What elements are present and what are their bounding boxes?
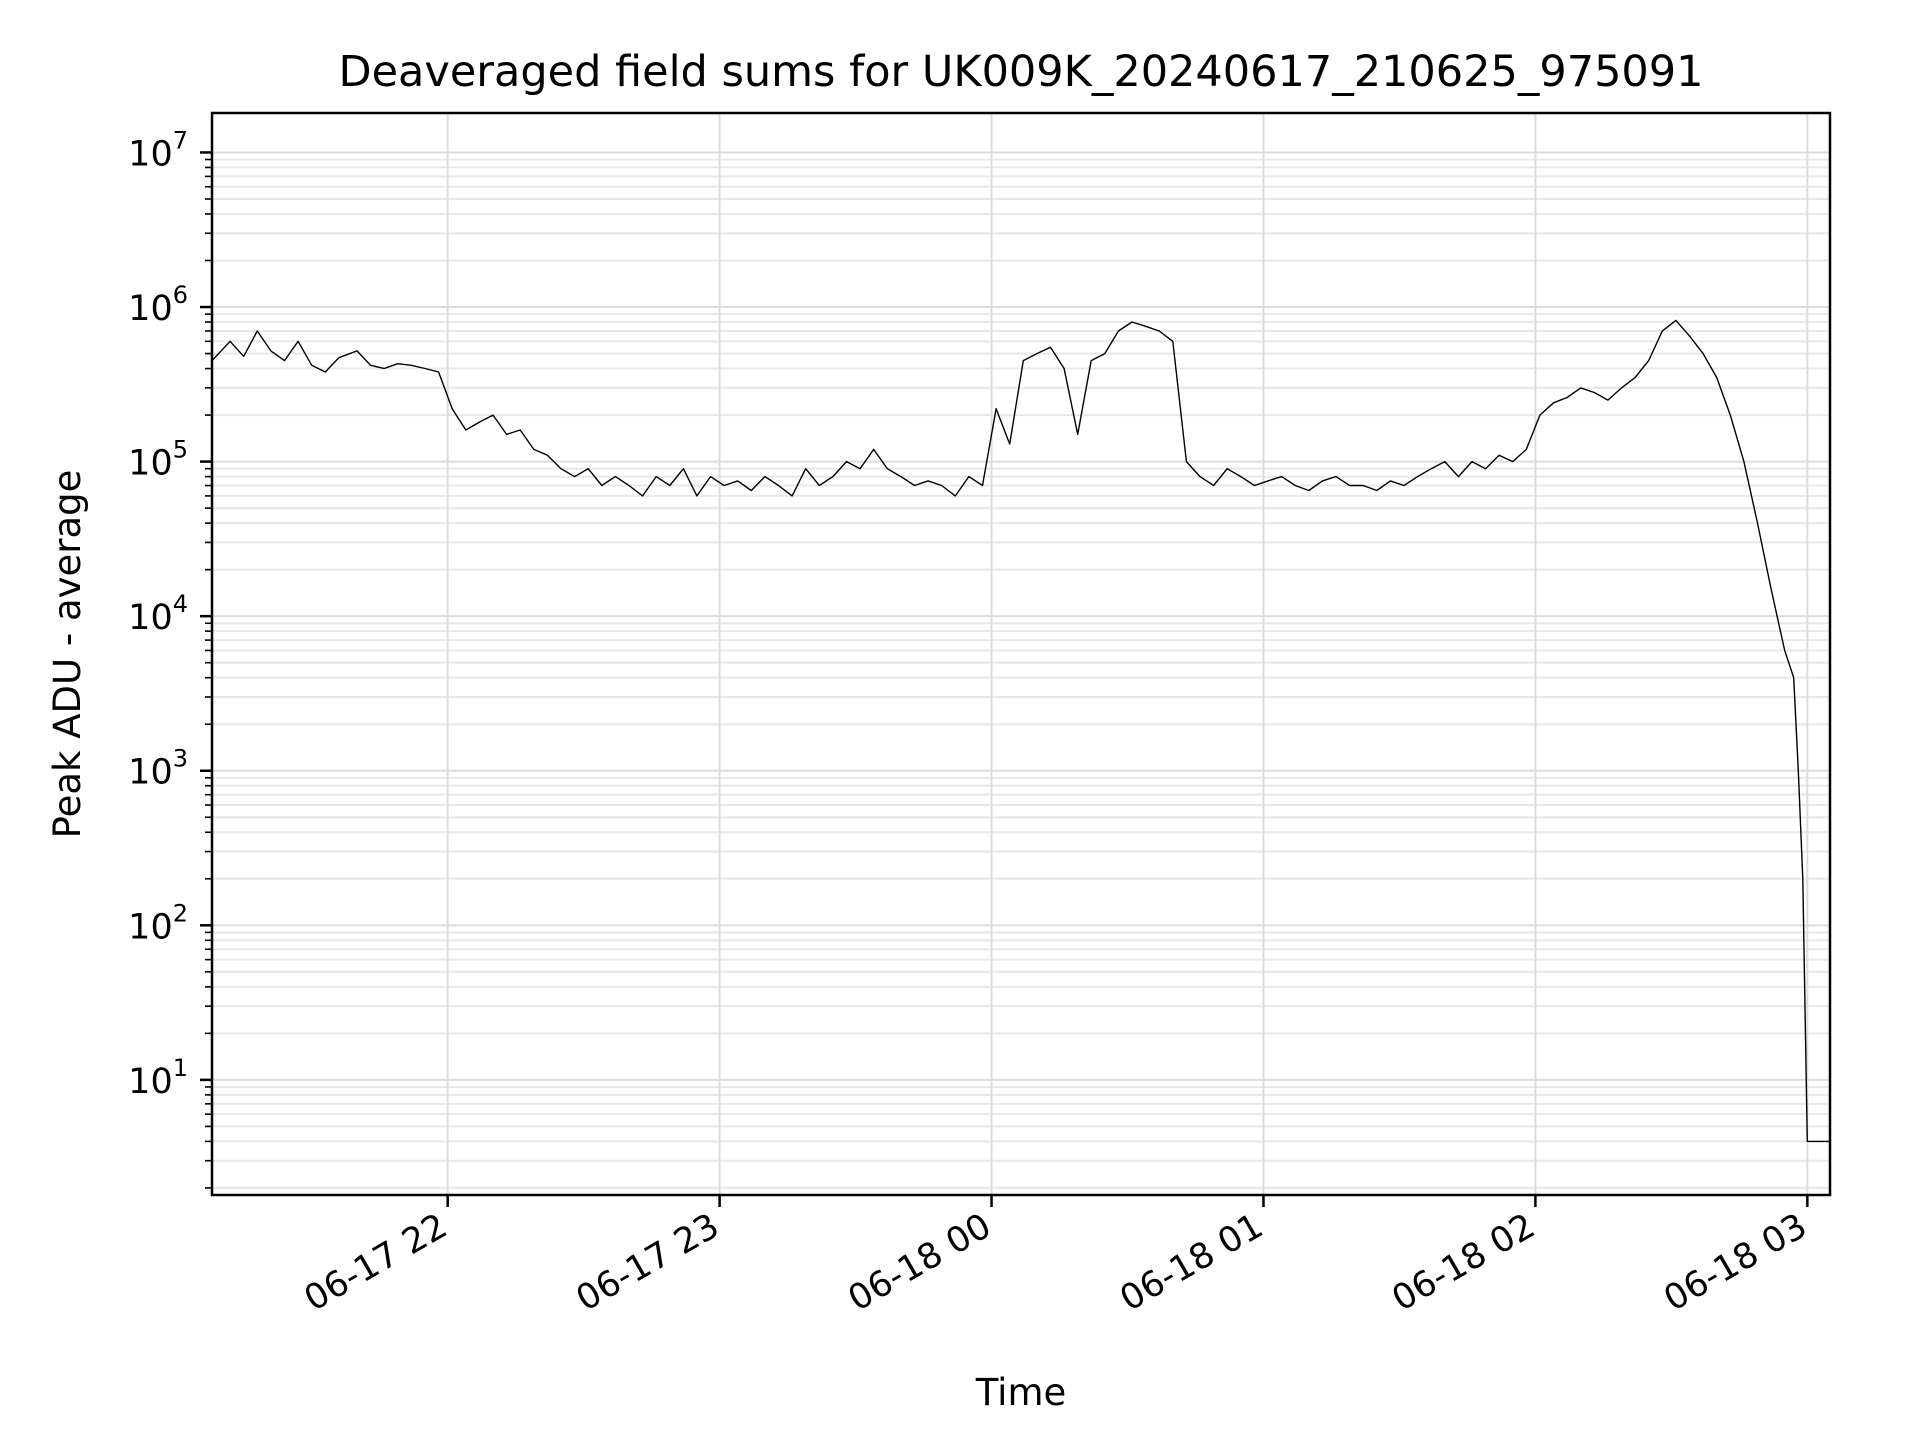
- y-tick-label: 101: [128, 1054, 188, 1102]
- x-tick-label: 06-18 00: [842, 1206, 998, 1319]
- series-line: [211, 319, 1830, 1143]
- plot-frame: [210, 111, 1832, 1197]
- y-tick-label-base: 10: [128, 753, 173, 793]
- y-tick-label: 107: [128, 126, 188, 174]
- x-tick-label: 06-18 03: [1658, 1206, 1814, 1319]
- x-axis: 06-17 22 06-17 23 06-18 00 06-18 01 06-18 02…: [298, 1195, 1814, 1319]
- y-tick-label: 102: [128, 899, 188, 947]
- y-tick-label-base: 10: [128, 289, 173, 329]
- x-tick-label: 06-18 01: [1114, 1206, 1270, 1319]
- y-tick-label: 103: [128, 745, 188, 793]
- y-tick-label-base: 10: [128, 598, 173, 638]
- x-tick-label: 06-17 22: [298, 1206, 454, 1319]
- plot-area: [211, 319, 1830, 1143]
- y-tick-label: 105: [128, 436, 188, 484]
- y-tick-label-base: 10: [128, 1062, 173, 1102]
- x-axis-label: Time: [975, 1371, 1067, 1414]
- y-tick-label-base: 10: [128, 907, 173, 947]
- x-tick-label: 06-18 02: [1386, 1206, 1542, 1319]
- y-tick-label-exponent: 6: [173, 281, 188, 309]
- y-tick-label-exponent: 2: [173, 899, 188, 927]
- y-tick-label-base: 10: [128, 134, 173, 174]
- y-tick-label-exponent: 5: [173, 436, 188, 464]
- grid: [212, 113, 1830, 1195]
- y-tick-label-exponent: 7: [173, 126, 188, 154]
- chart-title: Deaveraged field sums for UK009K_2024061…: [338, 47, 1703, 97]
- y-axis-label: Peak ADU - average: [46, 470, 89, 839]
- x-tick-label: 06-17 23: [570, 1206, 726, 1319]
- y-tick-label-exponent: 1: [173, 1054, 188, 1082]
- y-tick-label: 104: [128, 590, 188, 638]
- y-tick-label-exponent: 4: [173, 590, 188, 618]
- y-tick-label-base: 10: [128, 444, 173, 484]
- y-tick-label-exponent: 3: [173, 745, 188, 773]
- y-tick-label: 106: [128, 281, 188, 329]
